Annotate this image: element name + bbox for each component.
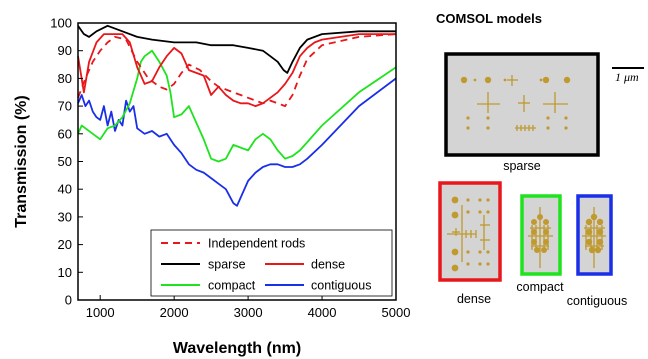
y-tick-label: 40: [58, 182, 72, 197]
y-tick-label: 30: [58, 209, 72, 224]
rod-disk: [478, 250, 482, 254]
y-tick-label: 10: [58, 265, 72, 280]
y-axis-label: Transmission (%): [13, 95, 30, 227]
rod-disk: [531, 219, 537, 225]
legend-label-dense: dense: [311, 258, 345, 272]
rod-disk: [503, 78, 507, 82]
rod-disk: [564, 116, 568, 120]
series-line-sparse: [77, 24, 396, 74]
rod-disk: [466, 116, 470, 120]
comsol-title: COMSOL models: [436, 11, 542, 26]
y-tick-label: 50: [58, 154, 72, 169]
rod-disk: [543, 219, 549, 225]
y-tick-label: 100: [50, 16, 72, 31]
rod-disk: [542, 76, 550, 84]
sparse-panel-label: sparse: [503, 159, 541, 173]
rod-disk: [486, 116, 490, 120]
x-tick-label: 4000: [308, 305, 337, 320]
y-axis: 0 10 20 30 40 50 60 70 80 90 100: [50, 16, 83, 308]
y-tick-label: 90: [58, 43, 72, 58]
x-axis: 1000 2000 3000 4000 5000: [86, 295, 411, 320]
transmission-chart: 1000 2000 3000 4000 5000 0 10 20 30 40 50 60 70 80 90…: [13, 16, 410, 358]
rod-disk: [466, 198, 470, 202]
contiguous-rod-pattern: [582, 207, 606, 268]
legend-label-contiguous: contiguous: [311, 279, 371, 293]
series-layer: [77, 24, 397, 207]
dense-panel: dense: [438, 181, 502, 306]
rod-disk: [478, 210, 482, 214]
rod-disk: [466, 210, 470, 214]
rod-disk: [460, 76, 468, 84]
rod-disk: [466, 126, 470, 130]
rod-disk: [486, 198, 490, 202]
rod-disk: [486, 250, 490, 254]
rod-disk: [486, 210, 490, 214]
rod-disk: [537, 214, 543, 220]
series-line-compact: [77, 49, 397, 163]
y-tick-label: 70: [58, 99, 72, 114]
dense-panel-label: dense: [457, 292, 491, 306]
sparse-rod-pattern: [460, 75, 571, 131]
series-line-independent-rods: [77, 33, 397, 107]
rod-disk: [478, 198, 482, 202]
rod-disk: [594, 246, 602, 254]
rod-disk: [451, 211, 459, 219]
rod-disk: [588, 246, 596, 254]
rod-disk: [563, 76, 571, 84]
rod-disk: [466, 262, 470, 266]
compact-panel-label: compact: [516, 280, 564, 294]
sparse-panel-frame: [444, 52, 600, 157]
x-tick-label: 3000: [234, 305, 263, 320]
rod-disk: [451, 248, 459, 256]
dense-rod-pattern: [447, 196, 490, 272]
rod-disk: [466, 250, 470, 254]
contiguous-panel: contiguous: [567, 194, 627, 308]
series-line-dense: [77, 33, 396, 107]
rod-disk: [478, 262, 482, 266]
rod-disk: [596, 218, 604, 226]
rod-disk: [451, 196, 459, 204]
x-tick-label: 1000: [86, 305, 115, 320]
rod-disk: [564, 126, 568, 130]
x-axis-label: Wavelength (nm): [173, 340, 301, 357]
comsol-models: COMSOL models 1 μm sparse dense compact …: [436, 11, 644, 308]
dense-panel-frame: [438, 181, 502, 282]
x-tick-label: 2000: [160, 305, 189, 320]
legend: Independent rods sparse dense compact co…: [150, 229, 393, 297]
rod-disk: [451, 264, 459, 272]
legend-label-sparse: sparse: [208, 258, 246, 272]
legend-label-compact: compact: [208, 279, 256, 293]
sparse-panel: sparse: [444, 52, 600, 173]
y-tick-label: 20: [58, 237, 72, 252]
rod-disk: [473, 78, 477, 82]
x-tick-label: 5000: [382, 305, 411, 320]
y-tick-label: 60: [58, 126, 72, 141]
legend-label-independent: Independent rods: [208, 237, 305, 251]
compact-panel: compact: [516, 194, 564, 294]
rod-disk: [546, 126, 550, 130]
y-tick-label: 80: [58, 71, 72, 86]
contiguous-panel-label: contiguous: [567, 294, 627, 308]
rod-disk: [486, 262, 490, 266]
scale-bar-label: 1 μm: [615, 70, 639, 84]
rod-disk: [486, 126, 490, 130]
compact-rod-pattern: [528, 207, 553, 268]
compact-panel-frame: [520, 194, 562, 276]
rod-disk: [539, 78, 543, 82]
rod-disk: [546, 116, 550, 120]
rod-disk: [585, 218, 593, 226]
y-tick-label: 0: [65, 293, 72, 308]
rod-disk: [484, 76, 492, 84]
rod-disk: [534, 247, 540, 253]
series-line-contiguous: [77, 77, 397, 207]
rod-disk: [590, 213, 598, 221]
